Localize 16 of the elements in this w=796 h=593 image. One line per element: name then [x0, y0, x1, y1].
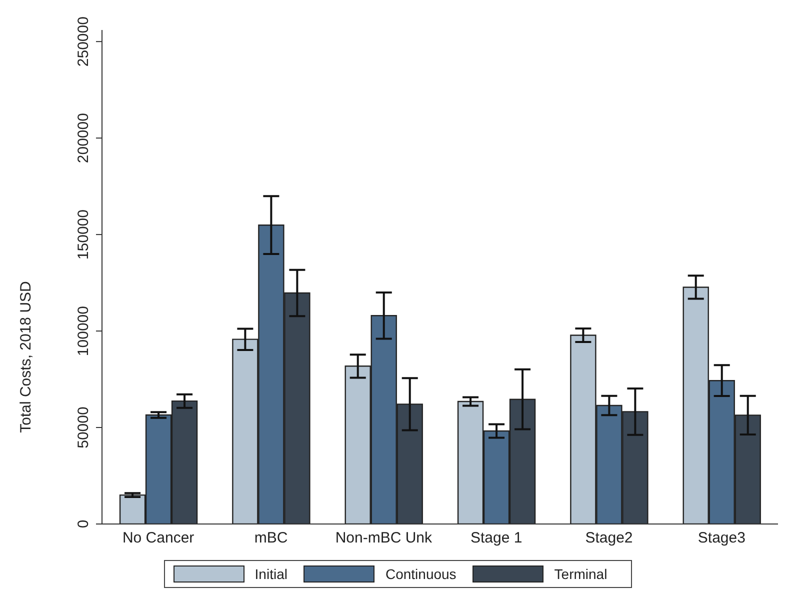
x-tick-label: Stage2 [585, 530, 633, 547]
y-tick-label: 0 [75, 520, 92, 528]
legend-label: Continuous [385, 566, 456, 582]
y-axis-title: Total Costs, 2018 USD [17, 280, 34, 433]
x-tick-label: Non-mBC Unk [335, 530, 433, 547]
y-tick-label: 250000 [75, 16, 92, 67]
legend-label: Initial [254, 566, 288, 582]
y-tick-label: 100000 [75, 306, 92, 356]
x-tick-label: Stage3 [698, 530, 746, 547]
legend-label: Terminal [554, 566, 608, 582]
y-tick-label: 50000 [75, 406, 92, 448]
x-tick-label: Stage 1 [470, 530, 522, 547]
x-tick-label: mBC [254, 530, 288, 547]
y-tick-label: 150000 [75, 210, 92, 260]
y-tick-label: 200000 [75, 113, 92, 164]
x-tick-label: No Cancer [122, 530, 194, 547]
